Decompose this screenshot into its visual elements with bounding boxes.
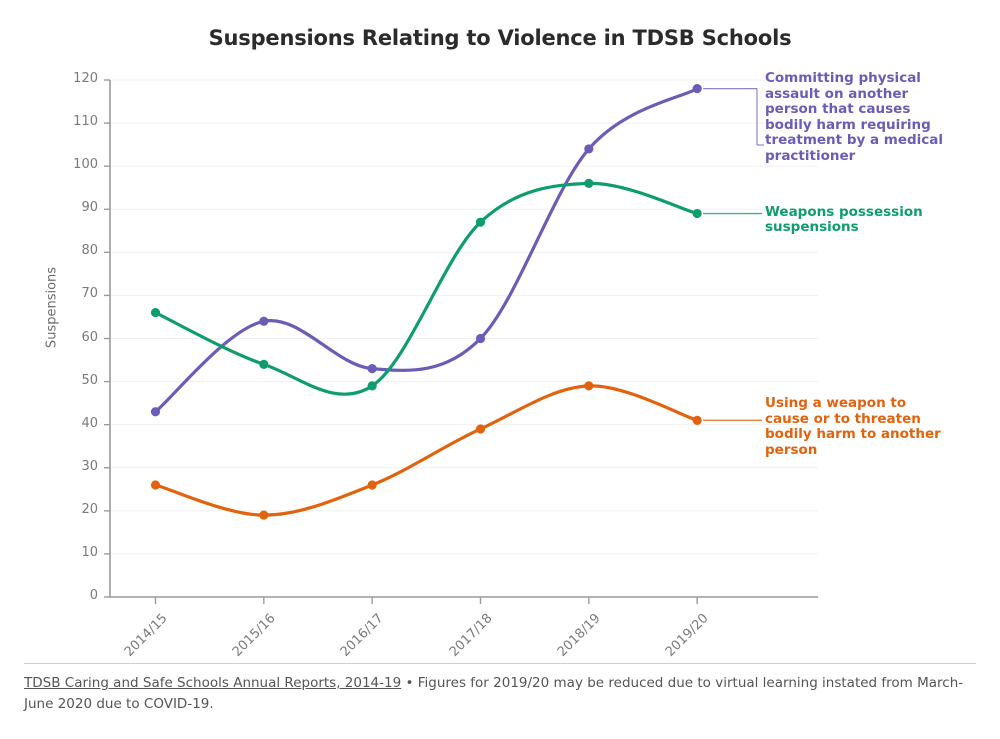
annotation-connectors	[703, 88, 764, 422]
axis-tick-marks	[104, 79, 698, 604]
series-label-assault: Committing physical assault on another p…	[765, 70, 944, 164]
chart-title: Suspensions Relating to Violence in TDSB…	[208, 26, 792, 50]
y-tick-120: 120	[73, 71, 98, 86]
data-point	[150, 407, 161, 417]
data-point	[150, 308, 161, 318]
footnote: TDSB Caring and Safe Schools Annual Repo…	[24, 673, 980, 715]
data-point	[692, 84, 702, 94]
y-tick-40: 40	[81, 415, 98, 431]
y-tick-10: 10	[81, 544, 98, 560]
data-point	[584, 144, 594, 154]
data-point	[584, 381, 594, 391]
data-point	[692, 415, 702, 425]
footnote-note: • Figures for 2019/20 may be reduced due…	[24, 675, 964, 712]
series-0	[150, 84, 702, 417]
y-tick-100: 100	[73, 157, 98, 173]
y-tick-80: 80	[81, 243, 98, 259]
data-series	[150, 84, 702, 520]
data-point	[259, 359, 269, 369]
y-tick-110: 110	[73, 114, 98, 130]
data-point	[259, 316, 269, 326]
footnote-source: TDSB Caring and Safe Schools Annual Repo…	[24, 675, 402, 691]
gridlines	[110, 79, 818, 598]
y-tick-30: 30	[81, 458, 98, 474]
series-2	[150, 381, 702, 520]
series-label-weapon-threat: Using a weapon to cause or to threaten b…	[765, 395, 941, 458]
y-tick-90: 90	[81, 200, 98, 216]
y-tick-60: 60	[81, 329, 98, 345]
y-tick-0: 0	[89, 588, 98, 603]
data-point	[367, 480, 377, 490]
data-point	[475, 333, 486, 344]
data-point	[367, 364, 377, 374]
series-1	[150, 178, 702, 396]
data-point	[692, 208, 702, 219]
series-label-weapons-possession: Weapons possession suspensions	[765, 203, 923, 236]
y-tick-70: 70	[81, 286, 98, 302]
footnote-divider	[24, 663, 976, 664]
data-point	[475, 424, 486, 434]
data-point	[150, 480, 161, 490]
data-point	[584, 178, 594, 188]
data-point	[367, 381, 377, 391]
y-tick-20: 20	[81, 501, 98, 517]
data-point	[259, 510, 269, 520]
y-tick-50: 50	[81, 372, 98, 388]
data-point	[475, 217, 486, 227]
